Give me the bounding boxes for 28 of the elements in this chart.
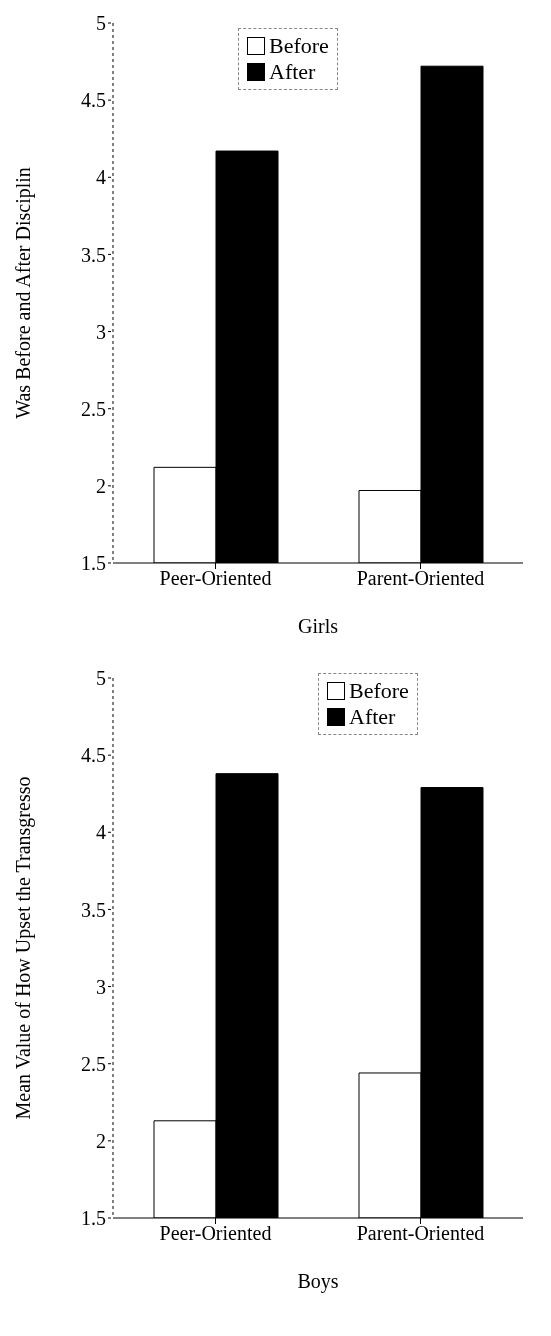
y-tick-label: 2 <box>96 474 106 497</box>
x-tick-label: Parent-Oriented <box>356 567 485 590</box>
y-tick-label: 3 <box>96 320 106 343</box>
y-tick-label: 3.5 <box>81 898 106 921</box>
y-tick-label: 1.5 <box>81 1207 106 1230</box>
y-tick-label: 5 <box>96 667 106 690</box>
y-tick-label: 4 <box>96 166 106 189</box>
y-tick-label: 3 <box>96 975 106 998</box>
legend-label: Before <box>349 678 409 704</box>
y-axis-title: Was Before and After Disciplin <box>12 167 36 419</box>
x-tick-label: Peer-Oriented <box>159 567 272 590</box>
y-tick-label: 4 <box>96 821 106 844</box>
y-tick-label: 5 <box>96 12 106 35</box>
y-tick-label: 4.5 <box>81 744 106 767</box>
y-axis-title: Mean Value of How Upset the Transgresso <box>12 776 36 1120</box>
y-tick-label: 1.5 <box>81 552 106 575</box>
y-tick-label: 4.5 <box>81 89 106 112</box>
x-tick-label: Parent-Oriented <box>356 1222 485 1245</box>
x-axis-title: Girls <box>298 615 339 637</box>
legend-label: After <box>269 59 316 85</box>
y-tick-label: 2 <box>96 1129 106 1152</box>
legend-label: Before <box>269 33 329 59</box>
y-tick-label: 2.5 <box>81 397 106 420</box>
x-tick-label: Peer-Oriented <box>159 1222 272 1245</box>
y-tick-label: 2.5 <box>81 1052 106 1075</box>
y-tick-label: 3.5 <box>81 243 106 266</box>
x-axis-title: Boys <box>297 1270 339 1293</box>
legend-label: After <box>349 704 396 730</box>
